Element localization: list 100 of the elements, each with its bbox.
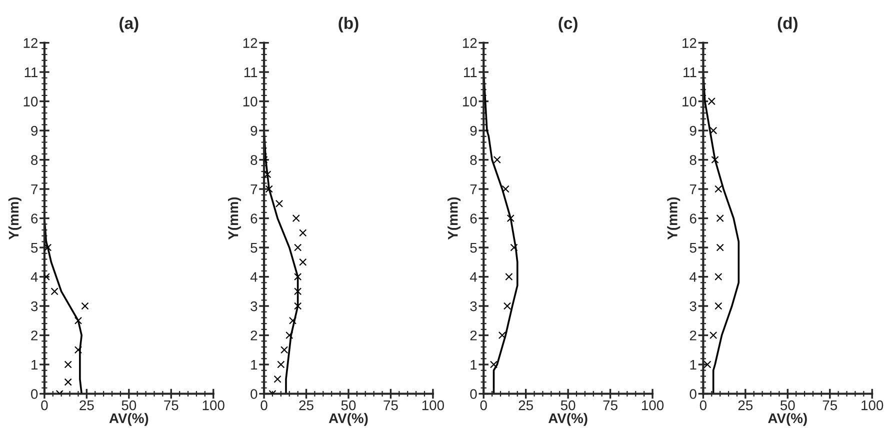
- point: [710, 331, 718, 340]
- point: [498, 331, 506, 340]
- x-tick-label: 100: [422, 400, 444, 410]
- y-tick-label: 3: [31, 301, 38, 312]
- x-tick-label: 50: [560, 400, 576, 410]
- point: [74, 346, 82, 354]
- y-tick-label: 0: [470, 389, 477, 399]
- y-tick-label: 7: [690, 184, 696, 194]
- point: [716, 214, 724, 222]
- point: [264, 170, 272, 178]
- y-tick-label: 5: [31, 243, 38, 253]
- y-tick-label: 3: [250, 301, 258, 312]
- y-tick-label: 2: [470, 330, 477, 340]
- x-tick-label: 50: [341, 400, 356, 410]
- chart-title: (d): [778, 16, 798, 32]
- x-tick-label: 100: [642, 400, 664, 410]
- y-tick-label: 11: [24, 68, 38, 78]
- y-tick-label: 12: [682, 38, 696, 48]
- y-tick-label: 6: [470, 214, 477, 224]
- x-tick-label: 100: [862, 400, 884, 410]
- point: [708, 97, 716, 106]
- point: [294, 244, 302, 252]
- point: [294, 272, 302, 281]
- point: [493, 156, 501, 164]
- point: [299, 229, 307, 237]
- chart-title: (a): [120, 16, 138, 32]
- y-tick-label: 0: [690, 389, 696, 399]
- point: [714, 272, 722, 281]
- y-tick-label: 7: [250, 184, 258, 194]
- y-tick-label: 3: [690, 301, 696, 312]
- x-tick-label: 75: [164, 400, 178, 410]
- y-tick-label: 6: [250, 214, 258, 224]
- y-tick-label: 10: [462, 96, 477, 106]
- point: [503, 302, 512, 310]
- x-tick-label: 0: [480, 400, 487, 410]
- point: [280, 346, 288, 354]
- y-tick-label: 12: [462, 38, 477, 48]
- x-tick-label: 0: [260, 400, 268, 410]
- y-tick-label: 4: [470, 272, 477, 282]
- y-tick-label: 2: [250, 330, 258, 340]
- point: [490, 360, 498, 368]
- y-tick-label: 12: [24, 38, 38, 48]
- x-tick-label: 50: [122, 400, 136, 410]
- y-tick-label: 4: [690, 272, 697, 282]
- chart-title: (b): [338, 16, 358, 32]
- x-axis-title: AV(%): [109, 412, 148, 426]
- x-axis-title: AV(%): [328, 412, 368, 426]
- x-tick-label: 50: [780, 400, 795, 410]
- y-tick-label: 8: [470, 155, 477, 165]
- y-axis-title: Y(mm): [667, 197, 680, 240]
- y-tick-label: 10: [682, 96, 696, 106]
- point: [299, 258, 307, 266]
- y-tick-label: 10: [243, 96, 258, 106]
- y-tick-label: 6: [690, 214, 696, 224]
- point: [510, 244, 518, 252]
- point: [711, 156, 719, 164]
- y-tick-label: 12: [243, 38, 258, 48]
- point: [294, 302, 302, 310]
- x-tick-label: 25: [80, 400, 94, 410]
- point: [716, 244, 724, 252]
- point: [288, 316, 297, 324]
- point: [265, 185, 273, 193]
- y-tick-label: 2: [31, 330, 38, 340]
- y-tick-label: 0: [250, 389, 258, 399]
- x-tick-label: 75: [822, 400, 838, 410]
- point: [714, 185, 722, 193]
- point: [50, 288, 58, 296]
- point: [505, 272, 513, 281]
- chart-title: (c): [558, 16, 578, 32]
- y-tick-label: 2: [690, 330, 696, 340]
- y-tick-label: 1: [32, 360, 38, 370]
- point: [64, 360, 72, 368]
- x-tick-label: 25: [518, 400, 533, 410]
- y-tick-label: 8: [690, 155, 696, 165]
- y-tick-label: 11: [244, 68, 258, 78]
- point: [710, 126, 718, 134]
- y-tick-label: 6: [31, 214, 38, 224]
- x-tick-label: 0: [41, 400, 48, 410]
- point: [502, 185, 510, 193]
- point: [44, 244, 52, 252]
- y-tick-label: 9: [31, 126, 38, 136]
- point: [286, 331, 294, 340]
- y-tick-label: 3: [470, 301, 477, 312]
- y-tick-label: 0: [31, 389, 38, 399]
- point: [714, 302, 722, 310]
- point: [294, 288, 302, 296]
- y-tick-label: 1: [470, 360, 477, 370]
- point: [277, 360, 285, 368]
- x-tick-label: 75: [603, 400, 618, 410]
- x-axis-title: AV(%): [768, 412, 807, 426]
- point: [81, 302, 89, 310]
- point: [274, 375, 282, 383]
- x-tick-label: 0: [700, 400, 707, 410]
- y-tick-label: 9: [250, 126, 258, 136]
- y-tick-label: 9: [470, 126, 477, 136]
- y-tick-label: 4: [250, 272, 258, 282]
- y-tick-label: 7: [470, 184, 477, 194]
- y-tick-label: 11: [684, 68, 696, 78]
- y-tick-label: 4: [30, 272, 38, 282]
- x-tick-label: 25: [738, 400, 753, 410]
